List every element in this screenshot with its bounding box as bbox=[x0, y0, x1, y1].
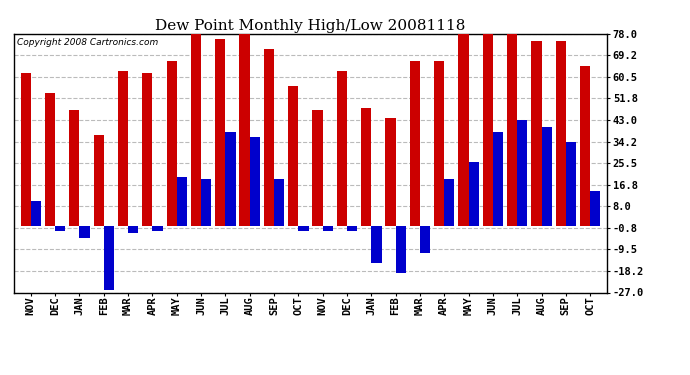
Bar bbox=[215, 39, 226, 226]
Bar bbox=[31, 201, 41, 226]
Bar bbox=[469, 162, 479, 226]
Bar bbox=[566, 142, 576, 226]
Bar bbox=[507, 34, 518, 226]
Bar bbox=[177, 177, 187, 226]
Bar bbox=[264, 48, 274, 226]
Bar bbox=[142, 73, 152, 226]
Bar bbox=[371, 226, 382, 263]
Bar bbox=[166, 61, 177, 226]
Bar bbox=[444, 179, 455, 226]
Bar bbox=[104, 226, 114, 290]
Title: Dew Point Monthly High/Low 20081118: Dew Point Monthly High/Low 20081118 bbox=[155, 19, 466, 33]
Text: Copyright 2008 Cartronics.com: Copyright 2008 Cartronics.com bbox=[17, 38, 158, 46]
Bar bbox=[55, 226, 66, 231]
Bar bbox=[410, 61, 420, 226]
Bar bbox=[274, 179, 284, 226]
Bar bbox=[79, 226, 90, 238]
Bar bbox=[288, 86, 298, 226]
Bar bbox=[94, 135, 104, 226]
Bar bbox=[580, 66, 590, 226]
Bar bbox=[531, 41, 542, 226]
Bar bbox=[542, 128, 552, 226]
Bar bbox=[386, 117, 395, 226]
Bar bbox=[118, 71, 128, 226]
Bar bbox=[250, 137, 260, 226]
Bar bbox=[361, 108, 371, 226]
Bar bbox=[128, 226, 138, 233]
Bar bbox=[45, 93, 55, 226]
Bar bbox=[434, 61, 444, 226]
Bar bbox=[21, 73, 31, 226]
Bar bbox=[590, 192, 600, 226]
Bar bbox=[347, 226, 357, 231]
Bar bbox=[239, 34, 250, 226]
Bar bbox=[518, 120, 527, 226]
Bar bbox=[69, 110, 79, 226]
Bar bbox=[493, 132, 503, 226]
Bar bbox=[298, 226, 308, 231]
Bar bbox=[323, 226, 333, 231]
Bar bbox=[191, 34, 201, 226]
Bar bbox=[337, 71, 347, 226]
Bar bbox=[483, 34, 493, 226]
Bar bbox=[555, 41, 566, 226]
Bar bbox=[313, 110, 323, 226]
Bar bbox=[201, 179, 211, 226]
Bar bbox=[395, 226, 406, 273]
Bar bbox=[420, 226, 430, 253]
Bar bbox=[152, 226, 163, 231]
Bar bbox=[458, 34, 469, 226]
Bar bbox=[226, 132, 235, 226]
